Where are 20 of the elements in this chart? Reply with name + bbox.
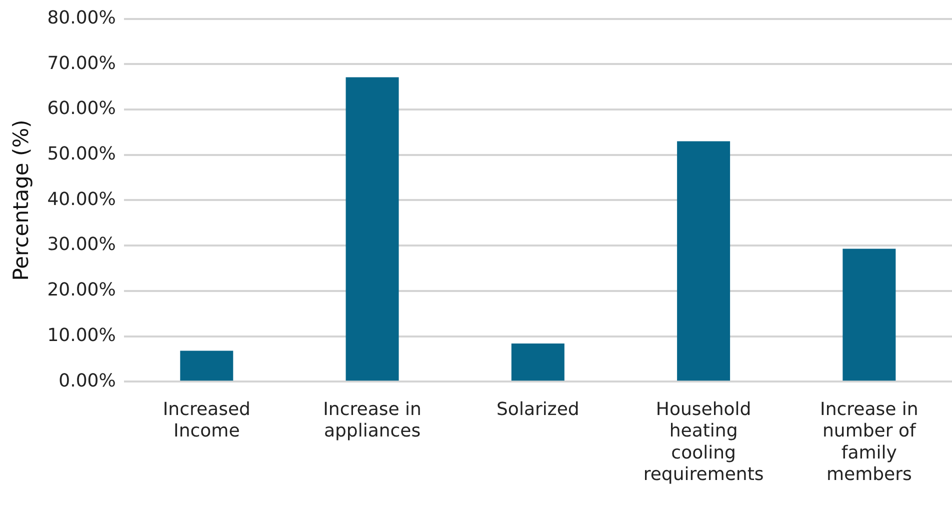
bar — [180, 350, 234, 381]
y-tick-label: 80.00% — [47, 7, 116, 28]
y-tick-label: 40.00% — [47, 188, 116, 210]
y-tick-label: 30.00% — [47, 234, 116, 256]
y-tick-label: 70.00% — [47, 52, 116, 74]
y-tick-label: 10.00% — [47, 324, 116, 346]
x-tick-label: Increased Income — [162, 399, 250, 442]
x-tick-label: Solarized — [496, 399, 580, 420]
y-tick-label: 60.00% — [47, 98, 116, 120]
x-tick-label: Household heating cooling requirements — [643, 399, 764, 485]
y-tick-label: 0.00% — [58, 370, 116, 392]
x-tick-label: Increase in number of family members — [820, 399, 918, 485]
bar — [346, 77, 399, 381]
bar — [677, 141, 730, 381]
y-tick-label: 20.00% — [47, 280, 116, 301]
bar — [511, 344, 564, 381]
y-axis-title: Percentage (%) — [9, 120, 34, 281]
y-tick-label: 50.00% — [47, 144, 116, 165]
x-tick-label: Increase in appliances — [323, 399, 422, 442]
bar — [842, 248, 896, 381]
